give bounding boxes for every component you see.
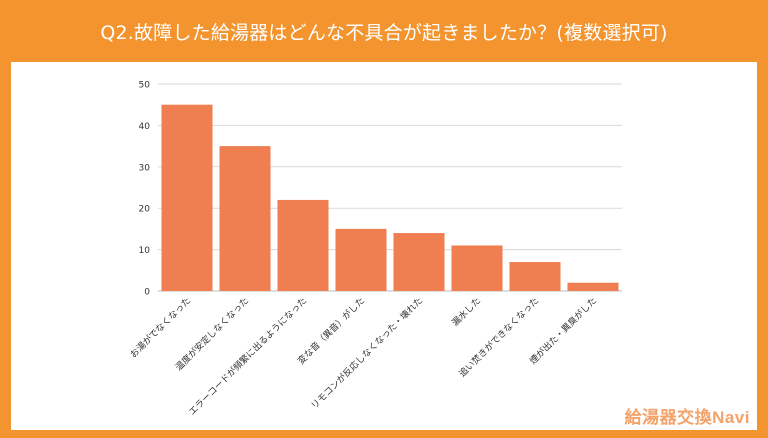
y-tick-label: 0 [144,288,150,298]
question-title: Q2.故障した給湯器はどんな不具合が起きましたか？(複数選択可) [100,21,668,44]
bar [393,233,445,291]
bar [335,228,387,291]
x-category-label: お湯がでなくなった [127,295,193,361]
x-category-label: リモコンが反応しなくなった・壊れた [308,295,425,412]
bar [451,245,503,291]
y-tick-label: 40 [139,122,151,132]
bar [219,146,271,291]
bar [161,104,213,291]
x-category-label: 漏水した [449,295,483,329]
y-tick-label: 30 [139,163,151,173]
bar [277,199,329,291]
x-category-label: エラーコードが頻繁に出るようになった [186,295,309,418]
y-tick-label: 10 [139,246,151,256]
brand-logo: 給湯器交換Navi [624,408,750,427]
y-tick-label: 20 [139,205,151,215]
bar [509,262,561,291]
y-tick-label: 50 [139,81,151,91]
bar [567,282,619,291]
